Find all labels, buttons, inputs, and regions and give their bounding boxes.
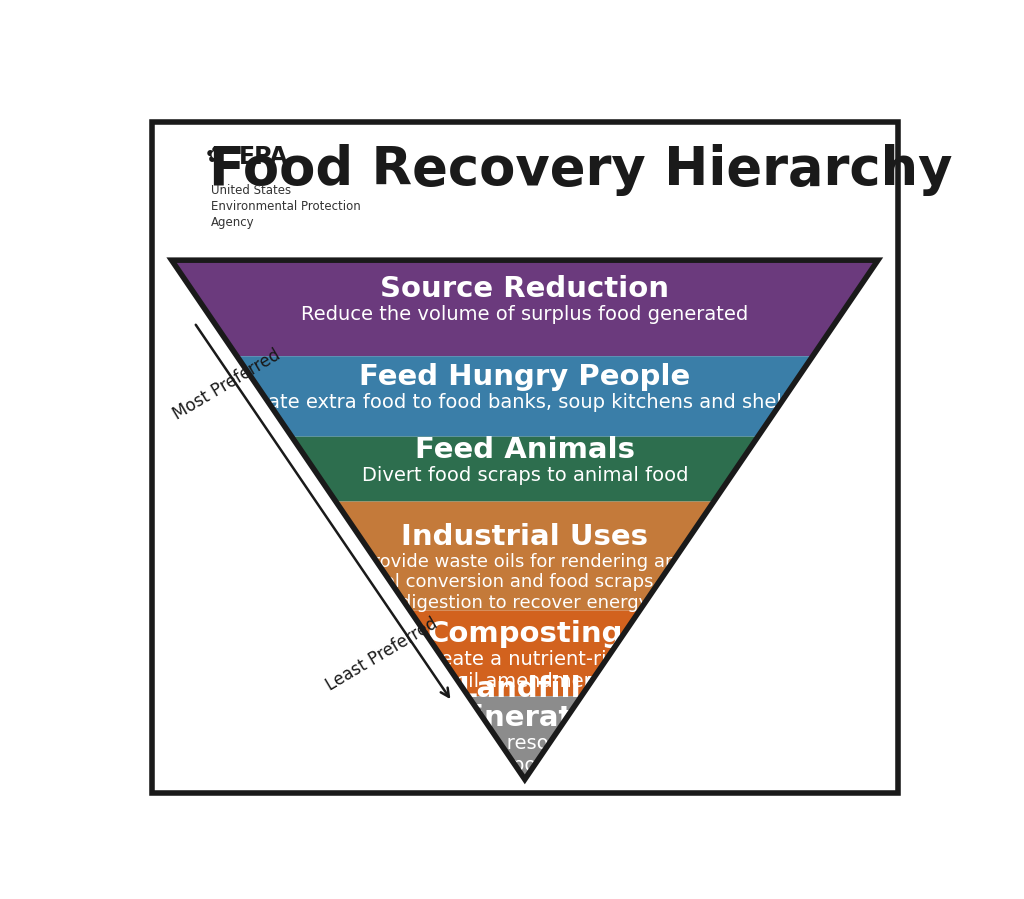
Text: United States
Environmental Protection
Agency: United States Environmental Protection A… — [211, 184, 361, 229]
Text: Most Preferred: Most Preferred — [170, 346, 284, 423]
Text: Reduce the volume of surplus food generated: Reduce the volume of surplus food genera… — [301, 305, 749, 324]
Text: Least Preferred: Least Preferred — [324, 615, 441, 695]
Text: ✿: ✿ — [206, 146, 224, 166]
Text: Feed Animals: Feed Animals — [415, 436, 635, 464]
Polygon shape — [336, 502, 714, 610]
Text: Food Recovery Hierarchy: Food Recovery Hierarchy — [209, 144, 952, 196]
Text: Donate extra food to food banks, soup kitchens and shelters: Donate extra food to food banks, soup ki… — [229, 393, 820, 412]
Text: Industrial Uses: Industrial Uses — [401, 522, 648, 550]
Polygon shape — [237, 356, 813, 437]
Text: Feed Hungry People: Feed Hungry People — [359, 363, 690, 391]
Bar — [128, 108, 922, 260]
Text: EPA: EPA — [240, 145, 289, 169]
Text: Landfill/
Incineration: Landfill/ Incineration — [426, 674, 624, 733]
Text: Divert food scraps to animal food: Divert food scraps to animal food — [361, 466, 688, 485]
Text: Create a nutrient-rich
soil amendment: Create a nutrient-rich soil amendment — [420, 650, 630, 691]
Text: Provide waste oils for rendering and
fuel conversion and food scraps for
digesti: Provide waste oils for rendering and fue… — [361, 553, 688, 612]
Polygon shape — [468, 696, 582, 779]
Text: Source Reduction: Source Reduction — [380, 275, 670, 303]
Polygon shape — [292, 437, 758, 502]
Text: Last resort to
disposal: Last resort to disposal — [460, 734, 590, 775]
Text: Composting: Composting — [427, 620, 623, 648]
Polygon shape — [410, 610, 640, 696]
Polygon shape — [172, 260, 878, 356]
